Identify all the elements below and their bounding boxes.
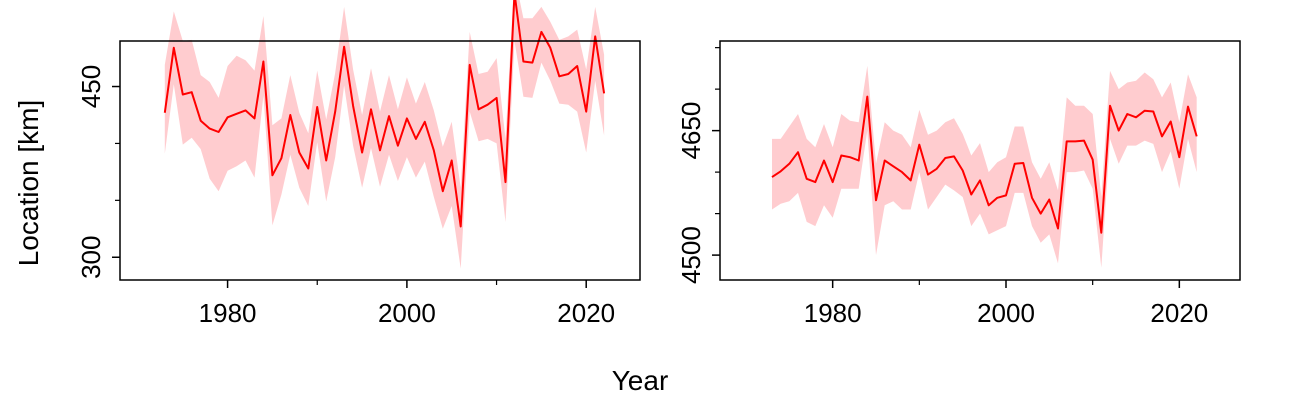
- y-tick-label: 300: [76, 236, 106, 279]
- series-line: [163, 0, 606, 228]
- y-tick-label: 4650: [676, 102, 706, 160]
- series-line: [771, 95, 1198, 234]
- plot-frame: [119, 40, 641, 281]
- x-tick-label: 2000: [378, 298, 436, 328]
- x-tick-label: 2020: [557, 298, 615, 328]
- x-tick-label: 2000: [977, 298, 1035, 328]
- x-axis-title: Year: [612, 365, 669, 396]
- plot-frame: [719, 40, 1241, 281]
- y-tick-label: 450: [76, 65, 106, 108]
- chart-panel-left: 1980 2000 2020 300 450: [76, 0, 641, 328]
- y-axis-title: Location [km]: [13, 100, 44, 267]
- x-tick-label: 1980: [804, 298, 862, 328]
- chart-panel-right: 1980 2000 2020 4500 4650: [676, 40, 1241, 328]
- y-tick-label: 4500: [676, 226, 706, 284]
- x-tick-label: 2020: [1150, 298, 1208, 328]
- uncertainty-band: [772, 65, 1197, 268]
- x-tick-label: 1980: [199, 298, 257, 328]
